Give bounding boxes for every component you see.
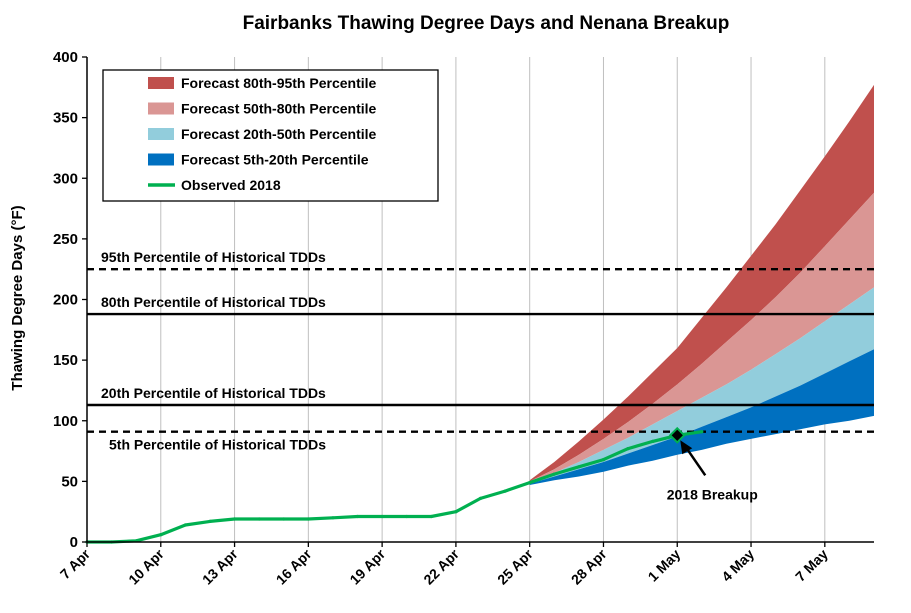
y-tick-label-5: 250 [53,231,78,248]
legend-label-3: Forecast 5th-20th Percentile [181,152,369,168]
band-3 [529,349,874,485]
observed-point-19 [552,472,556,476]
legend-label-0: Forecast 80th-95th Percentile [181,75,377,91]
breakup-annotation: 2018 Breakup [667,426,758,502]
reference-label-0: 95th Percentile of Historical TDDs [101,249,326,265]
reference-label-3: 5th Percentile of Historical TDDs [109,437,326,453]
breakup-marker [668,426,686,444]
legend-swatch-2 [148,128,174,140]
observed-line [87,430,703,544]
y-tick-label-3: 150 [53,352,78,369]
x-tick-label-2: 13 Apr [199,545,241,587]
observed-point-12 [380,514,384,519]
observed-point-10 [331,516,335,520]
observed-point-15 [454,510,458,514]
x-tick-label-7: 28 Apr [568,545,610,587]
y-tick-label-1: 50 [61,473,78,490]
observed-point-16 [478,496,483,500]
observed-point-9 [306,517,310,521]
observed-point-11 [355,514,360,519]
reference-label-1: 80th Percentile of Historical TDDs [101,294,326,310]
legend-swatch-0 [148,77,174,89]
legend-label-4: Observed 2018 [181,177,281,193]
legend-swatch-1 [148,102,174,115]
legend-swatch-3 [148,153,174,166]
observed-point-21 [601,458,606,462]
legend-label-2: Forecast 20th-50th Percentile [181,126,377,142]
observed-point-14 [429,514,433,519]
x-tick-label-3: 16 Apr [273,545,315,587]
chart-title: Fairbanks Thawing Degree Days and Nenana… [243,13,730,34]
observed-point-18 [528,481,532,485]
y-axis-label: Thawing Degree Days (°F) [9,205,26,390]
observed-point-7 [257,517,261,521]
breakup-arrow-shaft [684,445,707,477]
y-tick-label-2: 100 [53,413,78,430]
observed-point-5 [208,519,212,524]
reference-lines: 95th Percentile of Historical TDDs 80th P… [87,249,874,453]
x-tick-label-9: 4 May [718,546,757,585]
legend: Forecast 80th-95th Percentile Forecast 50… [102,69,439,202]
reference-label-2: 20th Percentile of Historical TDDs [101,385,326,401]
legend-label-1: Forecast 50th-80th Percentile [181,101,377,117]
observed-point-4 [183,523,187,527]
observed-point-20 [577,465,581,469]
observed-point-25 [700,430,704,434]
x-tick-label-8: 1 May [645,546,684,585]
y-tick-label-4: 200 [53,292,78,309]
breakup-arrow-head [680,440,693,455]
observed-point-3 [159,533,163,537]
forecast-bands [529,84,874,485]
observed-point-6 [233,517,237,521]
observed-point-8 [282,517,286,521]
legend-box [102,69,439,202]
y-tick-label-6: 300 [53,170,78,187]
y-tick-label-7: 350 [53,110,78,127]
y-tick-label-8: 400 [53,49,78,66]
x-tick-label-5: 22 Apr [420,545,462,587]
breakup-label: 2018 Breakup [667,486,758,502]
x-tick-label-10: 7 May [792,546,831,585]
observed-point-22 [626,447,630,451]
observed-point-23 [651,439,655,443]
y-tick-label-0: 0 [70,534,78,551]
x-tick-label-4: 19 Apr [346,545,388,587]
x-tick-label-1: 10 Apr [125,545,167,587]
observed-point-17 [503,489,507,493]
x-tick-label-6: 25 Apr [494,545,536,587]
observed-point-13 [405,514,409,519]
